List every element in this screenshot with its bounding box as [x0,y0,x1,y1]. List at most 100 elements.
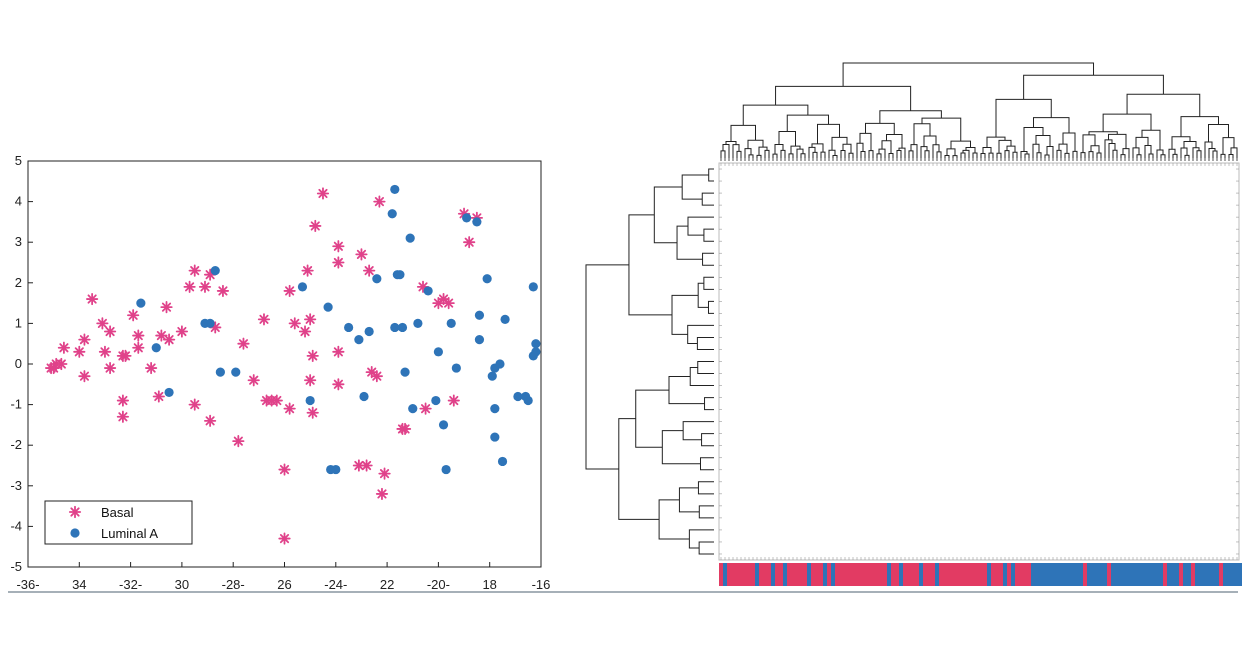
class-bar-cell-basal [843,563,848,586]
column-dendrogram [720,62,1238,161]
class-bar-cell-luminal-a [1091,563,1096,586]
column-dendrogram-link [995,98,1052,138]
class-bar-cell-basal [779,563,784,586]
class-bar-cell-luminal-a [1003,563,1008,586]
class-bar-cell-basal [939,563,944,586]
class-bar-cell-luminal-a [899,563,904,586]
column-dendrogram-link [1222,137,1235,155]
basal-point [298,325,312,338]
column-dendrogram-link [1024,153,1030,158]
basal-point [103,325,117,338]
scatter-axis-ticks: -36- 34 -32- 30 -28- 26 -24- 22 -20- 18 -16 5 4 3 2 1 0 -… [10,153,550,592]
row-dendrogram-link [668,376,705,405]
class-bar-cell-luminal-a [1131,563,1136,586]
basal-point [375,487,389,501]
class-bar-cell-basal [879,563,884,586]
basal-point [378,467,391,480]
class-bar-cell-luminal-a [1211,563,1216,586]
column-dendrogram-link [859,132,872,151]
row-dendrogram-link [676,225,703,260]
column-dendrogram-link [1090,145,1100,153]
column-dendrogram-link [1035,135,1051,147]
basal-point [419,402,432,415]
basal-point [96,317,109,330]
column-dendrogram-link [965,146,976,154]
class-bar-cell-basal [959,563,964,586]
basal-point [355,248,368,261]
basal-point [73,345,86,358]
luminal-a-point [423,286,433,296]
class-bar-cell-luminal-a [1043,563,1048,586]
class-bar-cell-luminal-a [1111,563,1116,586]
column-dendrogram-link [848,152,854,158]
column-dendrogram-link [786,114,829,132]
column-dendrogram-link [722,144,730,158]
class-bar-cell-basal [1007,563,1012,586]
basal-point [237,337,250,350]
column-dendrogram-link [1088,151,1094,158]
row-dendrogram-link [701,192,714,206]
row-dendrogram-link [681,174,709,200]
basal-point [232,435,245,448]
class-bar-cell-luminal-a [1147,563,1152,586]
class-bar-cell-basal [983,563,988,586]
column-dendrogram-link [1180,116,1219,137]
column-dendrogram-link [1196,150,1202,158]
column-dendrogram-link [936,151,942,158]
column-dendrogram-link [1230,147,1238,158]
column-dendrogram-link [921,117,962,142]
class-bar-cell-luminal-a [1151,563,1156,586]
legend-label-basal: Basal [101,505,134,520]
column-dendrogram-link [1023,126,1044,152]
class-bar-cell-luminal-a [1123,563,1128,586]
luminal-a-point [523,395,533,406]
column-dendrogram-link [840,149,846,158]
luminal-a-point [531,339,541,349]
basal-point [278,463,291,476]
luminal-a-point [344,322,354,333]
row-dendrogram-link [702,252,714,266]
row-dendrogram-link [697,361,714,375]
class-bar-cell-basal [903,563,908,586]
class-bar-cell-luminal-a [1047,563,1052,586]
row-dendrogram-link [661,430,701,465]
column-dendrogram-link [860,151,866,158]
column-dendrogram-link [811,143,824,153]
luminal-a-point [364,326,374,337]
class-bar-cell-basal [931,563,936,586]
column-dendrogram-link [732,144,740,158]
basal-point [247,374,260,387]
class-bar-cell-basal [875,563,880,586]
class-color-bar [719,563,1242,586]
class-bar-cell-basal [1191,563,1196,586]
luminal-a-point [164,387,174,398]
class-bar-cell-luminal-a [1031,563,1036,586]
x-tick-label: -28- [222,577,245,592]
column-dendrogram-link [1058,143,1068,154]
class-bar-cell-basal [1019,563,1024,586]
basal-point [98,345,112,358]
column-dendrogram-link [865,122,895,135]
class-bar-cell-luminal-a [1159,563,1164,586]
column-dendrogram-link [980,152,986,158]
column-dendrogram-link [1023,74,1164,100]
luminal-a-point [528,282,538,292]
y-tick-label: -1 [10,397,22,412]
class-bar-cell-luminal-a [1231,563,1236,586]
basal-point [103,361,117,375]
class-bar-cell-basal [895,563,900,586]
class-bar-cell-luminal-a [1175,563,1180,586]
basal-point [332,256,345,269]
luminal-a-point [531,347,541,357]
column-dendrogram-link [1062,132,1076,152]
class-bar-cell-basal [811,563,816,586]
class-bar-cell-basal [967,563,972,586]
y-tick-label: 2 [15,275,22,290]
class-bar-cell-basal [963,563,968,586]
class-bar-cell-luminal-a [1223,563,1228,586]
row-dendrogram-link [701,433,714,447]
class-bar-cell-luminal-a [1167,563,1172,586]
class-bar-cell-basal [791,563,796,586]
column-dendrogram-link [972,152,978,158]
x-tick-label: 30 [175,577,189,592]
